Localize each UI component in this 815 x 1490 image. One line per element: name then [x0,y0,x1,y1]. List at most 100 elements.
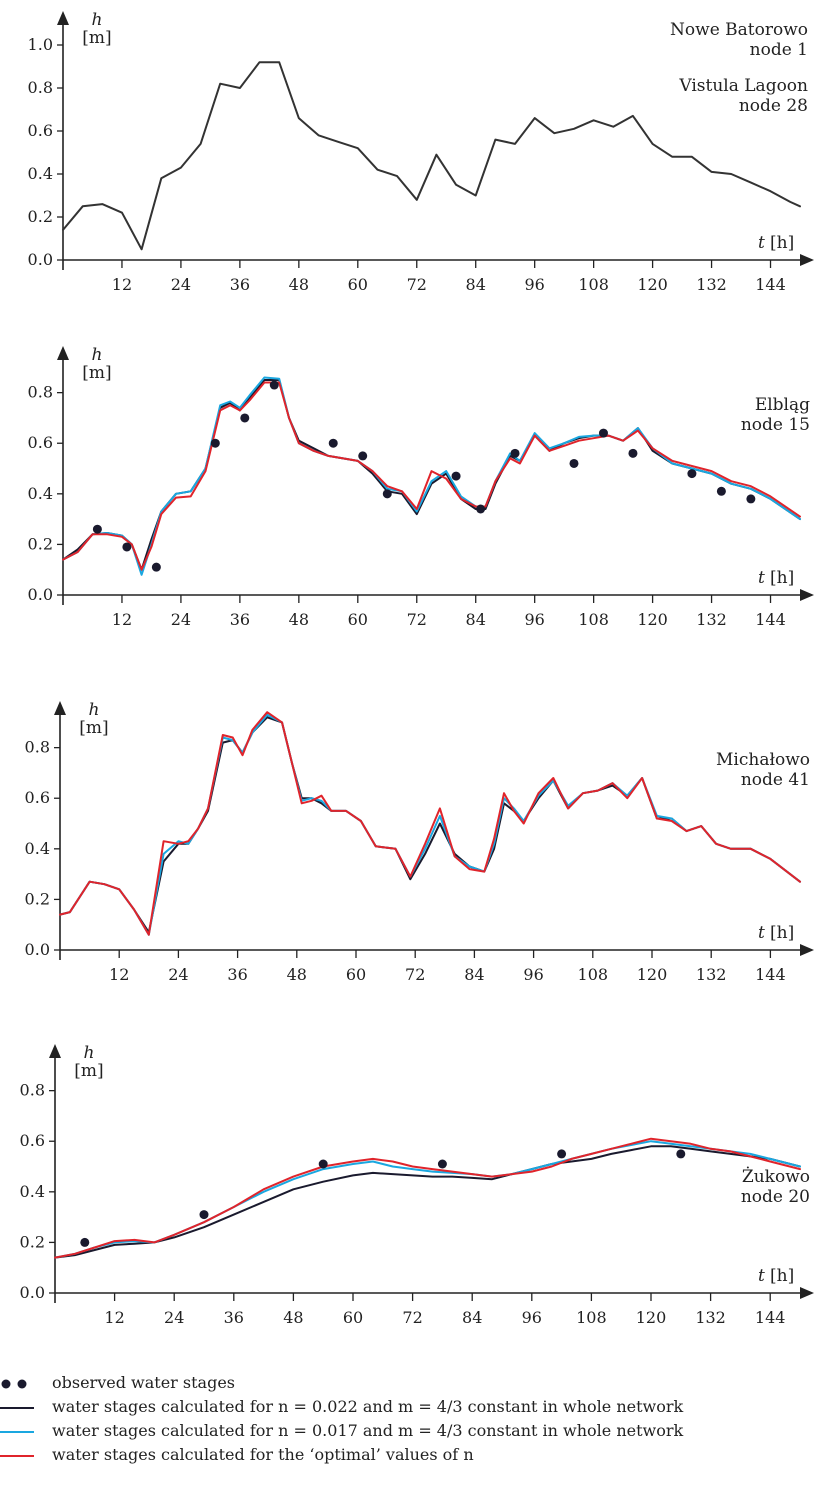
y-axis-label: h [92,345,103,365]
x-axis-label: t [758,233,765,253]
x-axis-arrow [800,944,814,956]
observed-point [80,1238,89,1247]
station-node: node 41 [741,770,810,790]
observed-point [152,563,161,572]
observed-point [383,489,392,498]
x-tick-label: 120 [637,610,668,629]
x-tick-label: 12 [112,275,132,294]
x-tick-label: 24 [171,610,191,629]
y-axis-arrow [57,11,69,25]
x-axis-arrow [800,1287,814,1299]
observed-point [628,449,637,458]
observed-point [717,487,726,496]
station-node: node 15 [741,415,810,435]
chart-figure: 0.00.20.40.60.81.012 24 36 48 60 72 84 96 108 120… [0,0,815,1370]
x-axis-arrow [800,589,814,601]
x-tick-label: 132 [695,1308,726,1327]
y-tick-label: 0.6 [25,788,50,807]
x-tick-label: 84 [466,610,486,629]
series-line-n022 [55,1146,800,1257]
x-tick-label: 72 [407,275,427,294]
y-tick-label: 0.4 [20,1182,45,1201]
x-tick-label: 120 [637,965,668,984]
observed-point [676,1149,685,1158]
x-tick-label: 60 [346,965,366,984]
x-tick-label: 96 [523,965,543,984]
observed-point [211,439,220,448]
y-tick-label: 0.6 [28,433,53,452]
x-axis-unit: [h] [770,233,794,253]
x-tick-label: 132 [696,610,727,629]
legend-label-n022: water stages calculated for n = 0.022 an… [52,1397,683,1416]
x-tick-label: 108 [576,1308,607,1327]
y-axis-label: h [92,10,103,30]
station-name: Michałowo [716,750,810,770]
observed-point [511,449,520,458]
x-tick-label: 36 [230,275,250,294]
x-tick-label: 96 [525,275,545,294]
y-axis-unit: [m] [79,718,108,738]
legend-item-observed: observed water stages [0,1372,815,1394]
y-tick-label: 0.2 [28,207,53,226]
observed-point [122,542,131,551]
x-tick-label: 60 [348,610,368,629]
x-axis-label: t [758,568,765,588]
x-tick-label: 12 [112,610,132,629]
legend-label-optimal: water stages calculated for the ‘optimal… [52,1445,474,1464]
observed-point [319,1160,328,1169]
series-line-n017 [60,715,800,935]
x-tick-label: 144 [755,1308,786,1327]
y-tick-label: 0.4 [25,839,50,858]
x-tick-label: 12 [104,1308,124,1327]
y-tick-label: 0.6 [28,121,53,140]
x-tick-label: 72 [407,610,427,629]
observed-point [200,1210,209,1219]
x-axis-unit: [h] [770,1266,794,1286]
observed-point [746,494,755,503]
y-axis-label: h [89,700,100,720]
x-tick-label: 96 [525,610,545,629]
y-axis-arrow [49,1044,61,1058]
y-axis-unit: [m] [74,1061,103,1081]
observed-point [599,429,608,438]
y-tick-label: 0.0 [28,585,53,604]
station-node: node 28 [739,96,808,116]
x-axis-unit: [h] [770,923,794,943]
y-axis-arrow [54,701,66,715]
observed-point [452,472,461,481]
x-tick-label: 96 [522,1308,542,1327]
observed-point [557,1149,566,1158]
x-tick-label: 48 [287,965,307,984]
x-tick-label: 108 [578,275,609,294]
x-tick-label: 12 [109,965,129,984]
x-tick-label: 108 [578,610,609,629]
y-tick-label: 0.2 [28,534,53,553]
station-node: node 20 [741,1187,810,1207]
station-node: node 1 [750,40,808,60]
legend-line-symbol-blue [0,1420,34,1442]
legend-item-optimal: water stages calculated for the ‘optimal… [0,1444,815,1466]
x-tick-label: 144 [755,610,786,629]
station-name: Elbląg [755,395,810,415]
x-tick-label: 132 [696,965,727,984]
observed-point [270,381,279,390]
x-tick-label: 72 [402,1308,422,1327]
y-axis-unit: [m] [82,28,111,48]
observed-point [329,439,338,448]
observed-point [569,459,578,468]
observed-point [438,1160,447,1169]
y-tick-label: 0.8 [28,383,53,402]
y-tick-label: 0.8 [28,78,53,97]
x-tick-label: 84 [466,275,486,294]
y-tick-label: 0.4 [28,164,53,183]
y-tick-label: 0.0 [28,250,53,269]
y-tick-label: 0.8 [25,738,50,757]
x-tick-label: 84 [462,1308,482,1327]
x-tick-label: 84 [464,965,484,984]
y-tick-label: 0.2 [20,1232,45,1251]
station-name: Nowe Batorowo [670,20,808,40]
observed-point [93,525,102,534]
x-tick-label: 36 [230,610,250,629]
x-tick-label: 48 [283,1308,303,1327]
legend-item-n017: water stages calculated for n = 0.017 an… [0,1420,815,1442]
